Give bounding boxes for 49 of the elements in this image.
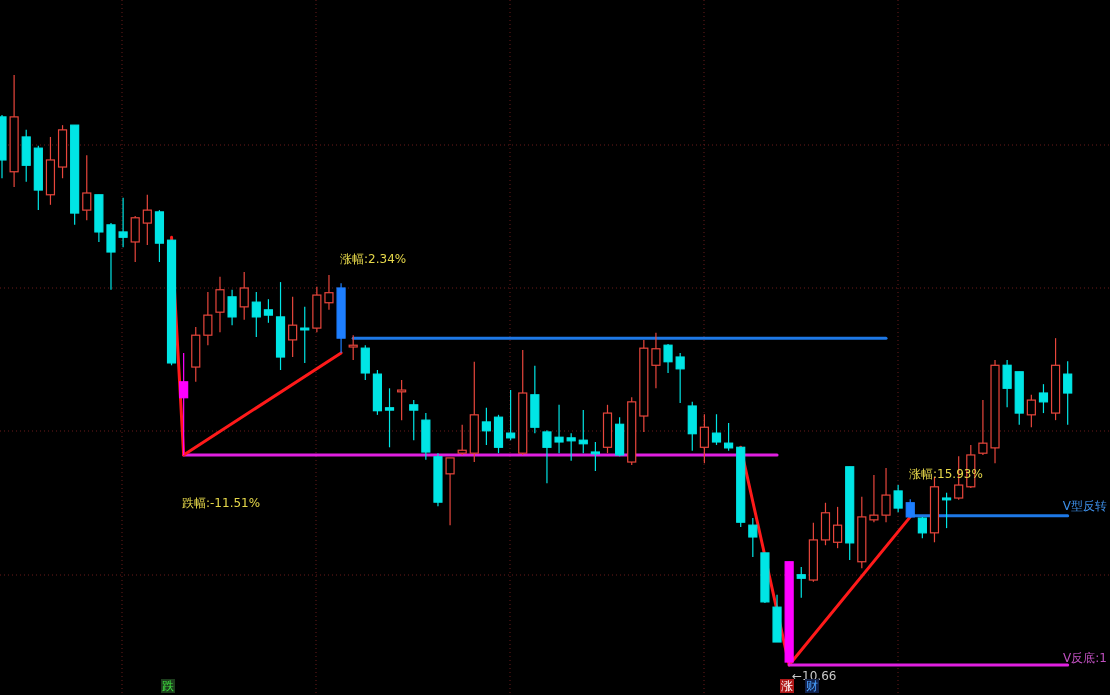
candlestick (651, 332, 661, 389)
text: 涨 (781, 679, 793, 693)
candlestick (82, 154, 92, 221)
candlestick (445, 457, 455, 526)
candlestick (941, 492, 952, 529)
candlestick (118, 197, 128, 248)
candlestick (869, 474, 879, 523)
candlestick (239, 271, 249, 321)
candlestick (142, 194, 152, 246)
annotation: 跌幅:-11.51% (182, 496, 261, 510)
candlestick (348, 334, 358, 361)
candlestick (288, 296, 298, 358)
candlestick (203, 291, 213, 346)
candlestick (724, 422, 734, 452)
candlestick (384, 387, 395, 448)
candlestick (1038, 383, 1049, 414)
candlestick (542, 429, 552, 484)
candlestick (663, 343, 673, 374)
annotation: V型反转 (1062, 499, 1107, 513)
candlestick (300, 306, 310, 364)
candlestick (227, 289, 237, 326)
candlestick (554, 404, 564, 454)
candlestick (179, 352, 189, 456)
candlestick (675, 352, 685, 404)
candlestick (457, 424, 467, 456)
candlestick (1063, 360, 1073, 426)
candlestick (711, 413, 722, 446)
candlestick (215, 276, 225, 333)
candlestick (324, 274, 334, 311)
candlestick (832, 506, 843, 549)
annotation: V反底:1 (1063, 651, 1107, 665)
candlestick (397, 379, 407, 421)
candlestick (699, 413, 709, 464)
candlestick (1002, 359, 1012, 408)
candlestick (590, 441, 600, 472)
annotation: 涨幅:2.34% (340, 252, 407, 266)
candlestick (881, 467, 891, 523)
candlestick (506, 389, 516, 441)
candlestick (566, 432, 576, 462)
candlestick (796, 566, 806, 599)
candlestick (1026, 394, 1036, 428)
candlestick (409, 399, 419, 441)
candlestick (263, 298, 274, 324)
candlestick (893, 484, 903, 513)
text: 跌 (162, 679, 174, 693)
candlestick (481, 407, 491, 446)
candlestick (251, 291, 261, 338)
candlestick (978, 399, 988, 456)
candlestick (748, 517, 758, 558)
